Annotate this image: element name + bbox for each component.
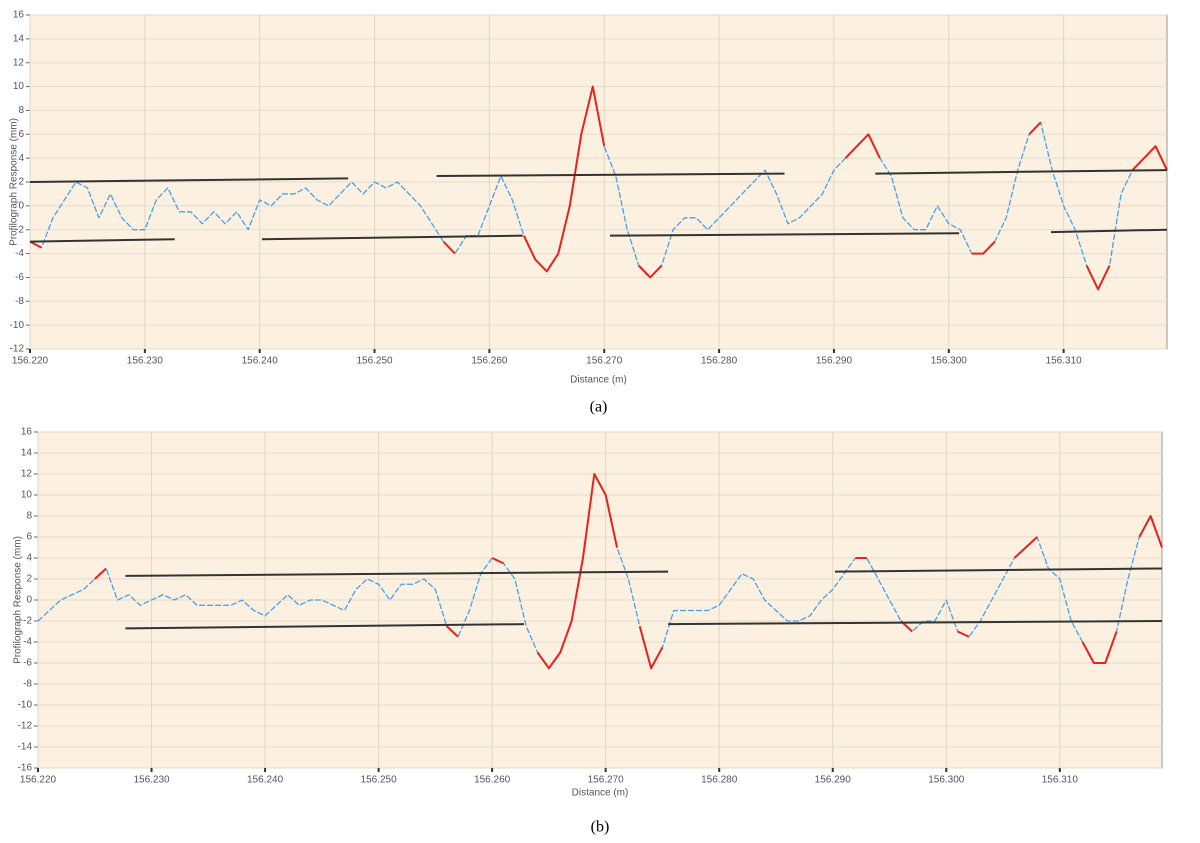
x-tick-label: 156.260 (474, 775, 511, 786)
x-tick-label: 156.260 (471, 356, 508, 367)
y-tick-label: -14 (18, 742, 33, 753)
x-tick-label: 156.300 (928, 775, 965, 786)
y-tick-label: -12 (10, 344, 25, 355)
y-tick-label: 2 (26, 574, 32, 585)
y-tick-label: -10 (10, 320, 25, 331)
profile-line (29, 238, 175, 243)
profile-line (94, 473, 1163, 670)
x-axis-title: Distance (m) (570, 375, 627, 386)
y-tick-label: 6 (18, 129, 24, 140)
x-tick-label: 156.300 (931, 356, 968, 367)
y-tick-label: -4 (15, 248, 24, 259)
x-tick-label: 156.270 (586, 356, 623, 367)
y-tick-label: -2 (23, 616, 32, 627)
y-tick-label: -12 (18, 721, 33, 732)
x-axis-title: Distance (m) (572, 788, 629, 799)
x-tick-label: 156.290 (815, 775, 852, 786)
y-tick-label: 6 (26, 532, 32, 543)
y-tick-label: -10 (18, 700, 33, 711)
x-tick-label: 156.270 (588, 775, 625, 786)
y-tick-label: 4 (26, 553, 32, 564)
x-tick-label: 156.240 (247, 775, 284, 786)
y-tick-label: 14 (13, 33, 25, 44)
y-axis-title: Profilograph Response (mm) (13, 536, 24, 664)
y-tick-label: -2 (15, 224, 24, 235)
x-tick-label: 156.280 (701, 356, 738, 367)
y-tick-label: 8 (26, 511, 32, 522)
x-tick-label: 156.290 (816, 356, 853, 367)
y-tick-label: 10 (13, 81, 25, 92)
profile-line (875, 169, 1168, 175)
y-tick-label: -16 (18, 763, 33, 774)
x-tick-label: 156.240 (242, 356, 279, 367)
y-tick-label: 10 (21, 490, 33, 501)
x-tick-label: 156.280 (701, 775, 738, 786)
y-tick-label: 8 (18, 105, 24, 116)
profile-line (609, 232, 960, 237)
caption: (b) (591, 819, 610, 836)
x-tick-label: 156.250 (356, 356, 393, 367)
caption: (a) (590, 399, 608, 416)
y-tick-label: -6 (15, 272, 24, 283)
x-tick-label: 156.230 (127, 356, 164, 367)
y-tick-label: -8 (15, 296, 24, 307)
x-tick-label: 156.310 (1042, 775, 1079, 786)
profile-line (29, 85, 1168, 291)
profile-line (125, 570, 669, 577)
profile-line (668, 620, 1163, 626)
y-tick-label: 4 (18, 153, 24, 164)
profile-line (835, 567, 1163, 573)
y-tick-label: 0 (18, 200, 24, 211)
profile-line (29, 177, 349, 183)
y-tick-label: -8 (23, 679, 32, 690)
profile-line (436, 172, 785, 178)
y-tick-label: 16 (13, 10, 25, 21)
y-tick-label: 2 (18, 177, 24, 188)
y-tick-label: 14 (21, 448, 33, 459)
x-tick-label: 156.220 (20, 775, 57, 786)
y-tick-label: 16 (21, 427, 33, 438)
y-tick-label: -6 (23, 658, 32, 669)
x-tick-label: 156.220 (12, 356, 49, 367)
x-tick-label: 156.310 (1046, 356, 1083, 367)
y-tick-label: 0 (26, 595, 32, 606)
y-tick-label: 12 (21, 469, 33, 480)
y-axis-title: Profilograph Response (mm) (9, 118, 20, 246)
profile-line (1050, 228, 1168, 234)
x-tick-label: 156.250 (361, 775, 398, 786)
profile-line (125, 623, 524, 630)
y-tick-label: 12 (13, 57, 25, 68)
y-tick-label: -4 (23, 637, 32, 648)
profile-line (261, 234, 523, 241)
x-tick-label: 156.230 (133, 775, 170, 786)
